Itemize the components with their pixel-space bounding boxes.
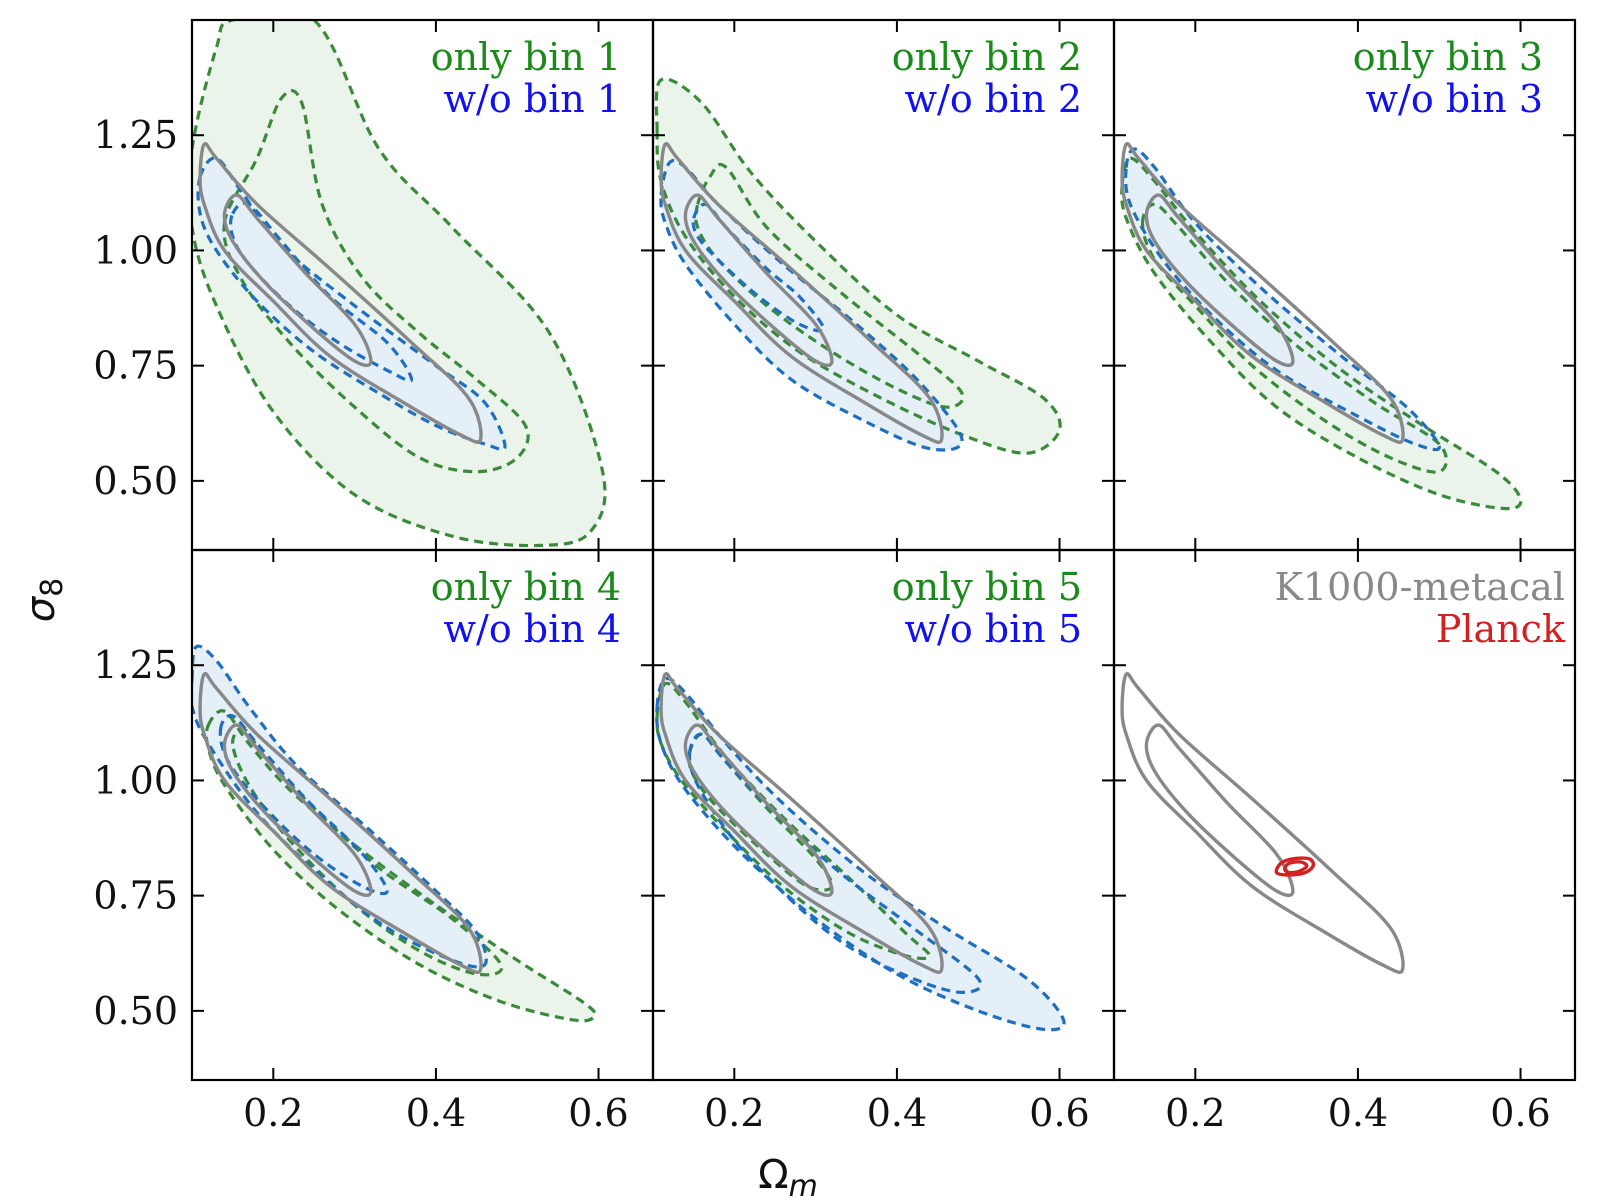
contour-line-w/o-bin-5-95 (655, 676, 1066, 1032)
contour-line-planck-95 (1274, 856, 1316, 877)
contour-line-w/o-bin-5-68 (687, 732, 983, 994)
y-tick-label: 1.25 (93, 643, 178, 687)
panel-6 (1120, 672, 1405, 974)
x-axis-label: Ωm (758, 1152, 818, 1200)
legend-entry: w/o bin 1 (444, 77, 622, 121)
legend-entry: only bin 5 (892, 565, 1082, 609)
contour-line-w/o-bin-4-68 (218, 713, 389, 896)
panel-4 (192, 644, 597, 1023)
y-tick-label: 1.00 (93, 758, 178, 802)
legend-entry: only bin 3 (1353, 35, 1543, 79)
x-tick-label: 0.2 (1165, 1091, 1225, 1135)
panel-5 (655, 672, 1066, 1032)
x-tick-label: 0.2 (243, 1091, 303, 1135)
contour-line-k1000-metacal-68 (1144, 193, 1295, 368)
y-tick-label: 0.50 (93, 459, 178, 503)
contour-fill-only-bin-1-95 (192, 20, 605, 546)
x-tick-label: 0.2 (704, 1091, 764, 1135)
x-tick-label: 0.6 (1490, 1091, 1550, 1135)
ticks-layer (192, 20, 1575, 1080)
contour-line-planck-68 (1283, 860, 1309, 875)
contour-line-k1000-metacal-95 (1120, 142, 1405, 444)
y-tick-label: 1.00 (93, 228, 178, 272)
contour-line-only-bin-4-95 (204, 709, 597, 1023)
y-axis-label-main: σ (18, 595, 64, 622)
contour-fill-w/o-bin-3-95 (1125, 149, 1440, 450)
contour-line-w/o-bin-2-95 (659, 158, 964, 452)
panel-2 (654, 77, 1062, 455)
x-tick-label: 0.4 (1328, 1091, 1388, 1135)
legend-entry: w/o bin 2 (905, 77, 1083, 121)
legend-entry: K1000-metacal (1275, 565, 1565, 609)
y-axis-label-sub: 8 (35, 578, 70, 597)
x-tick-label: 0.6 (568, 1091, 628, 1135)
contour-line-only-bin-1-68 (222, 88, 530, 474)
contour-line-only-bin-2-68 (694, 162, 965, 409)
contour-line-k1000-metacal-95 (659, 142, 944, 444)
contour-line-k1000-metacal-95 (659, 672, 944, 974)
contour-line-k1000-metacal-68 (683, 723, 834, 898)
frames-layer (190, 18, 1577, 1082)
legend-entry: w/o bin 5 (905, 607, 1083, 651)
contour-line-only-bin-3-95 (1120, 156, 1523, 511)
contour-line-only-bin-2-95 (654, 77, 1062, 455)
y-tick-label: 1.25 (93, 113, 178, 157)
labels-layer: 0.50 0.75 1.00 1.25 only bin 1w/o bin 1 only … (93, 35, 1566, 1135)
contour-line-only-bin-1-95 (192, 20, 607, 548)
contour-fill-only-bin-2-95 (656, 78, 1061, 454)
contour-line-k1000-metacal-95 (198, 142, 483, 444)
contour-line-k1000-metacal-68 (222, 723, 373, 898)
legend-entry: only bin 1 (431, 35, 621, 79)
contour-fill-w/o-bin-5-95 (656, 678, 1065, 1030)
panel-3 (1120, 142, 1523, 511)
panel-frame-6 (1112, 548, 1577, 1082)
contour-line-only-bin-3-68 (1140, 202, 1448, 474)
y-axis-label: σ8 (18, 578, 70, 622)
legend-entry: w/o bin 4 (444, 607, 622, 651)
x-tick-label: 0.4 (867, 1091, 927, 1135)
contour-line-k1000-metacal-68 (683, 193, 834, 368)
legend-entry: only bin 4 (431, 565, 621, 609)
contour-line-k1000-metacal-95 (198, 672, 483, 974)
y-tick-label: 0.75 (93, 344, 178, 388)
x-tick-label: 0.4 (406, 1091, 466, 1135)
y-tick-label: 0.50 (93, 989, 178, 1033)
panels-layer (192, 20, 1523, 1032)
contour-line-w/o-bin-4-95 (192, 644, 488, 969)
contour-line-k1000-metacal-95 (1120, 672, 1405, 974)
legend-entry: Planck (1436, 607, 1566, 651)
legend-entry: only bin 2 (892, 35, 1082, 79)
contour-line-k1000-metacal-68 (222, 193, 373, 368)
x-axis-label-main: Ω (758, 1152, 789, 1198)
x-axis-label-sub: m (789, 1169, 818, 1200)
contour-line-w/o-bin-3-95 (1123, 147, 1441, 452)
legend-entry: w/o bin 3 (1366, 77, 1544, 121)
y-tick-label: 0.75 (93, 874, 178, 918)
panel-1 (192, 20, 607, 548)
contour-line-k1000-metacal-68 (1144, 723, 1295, 898)
contour-line-w/o-bin-2-68 (691, 202, 826, 333)
x-tick-label: 0.6 (1029, 1091, 1089, 1135)
contour-fill-w/o-bin-2-95 (660, 160, 963, 451)
